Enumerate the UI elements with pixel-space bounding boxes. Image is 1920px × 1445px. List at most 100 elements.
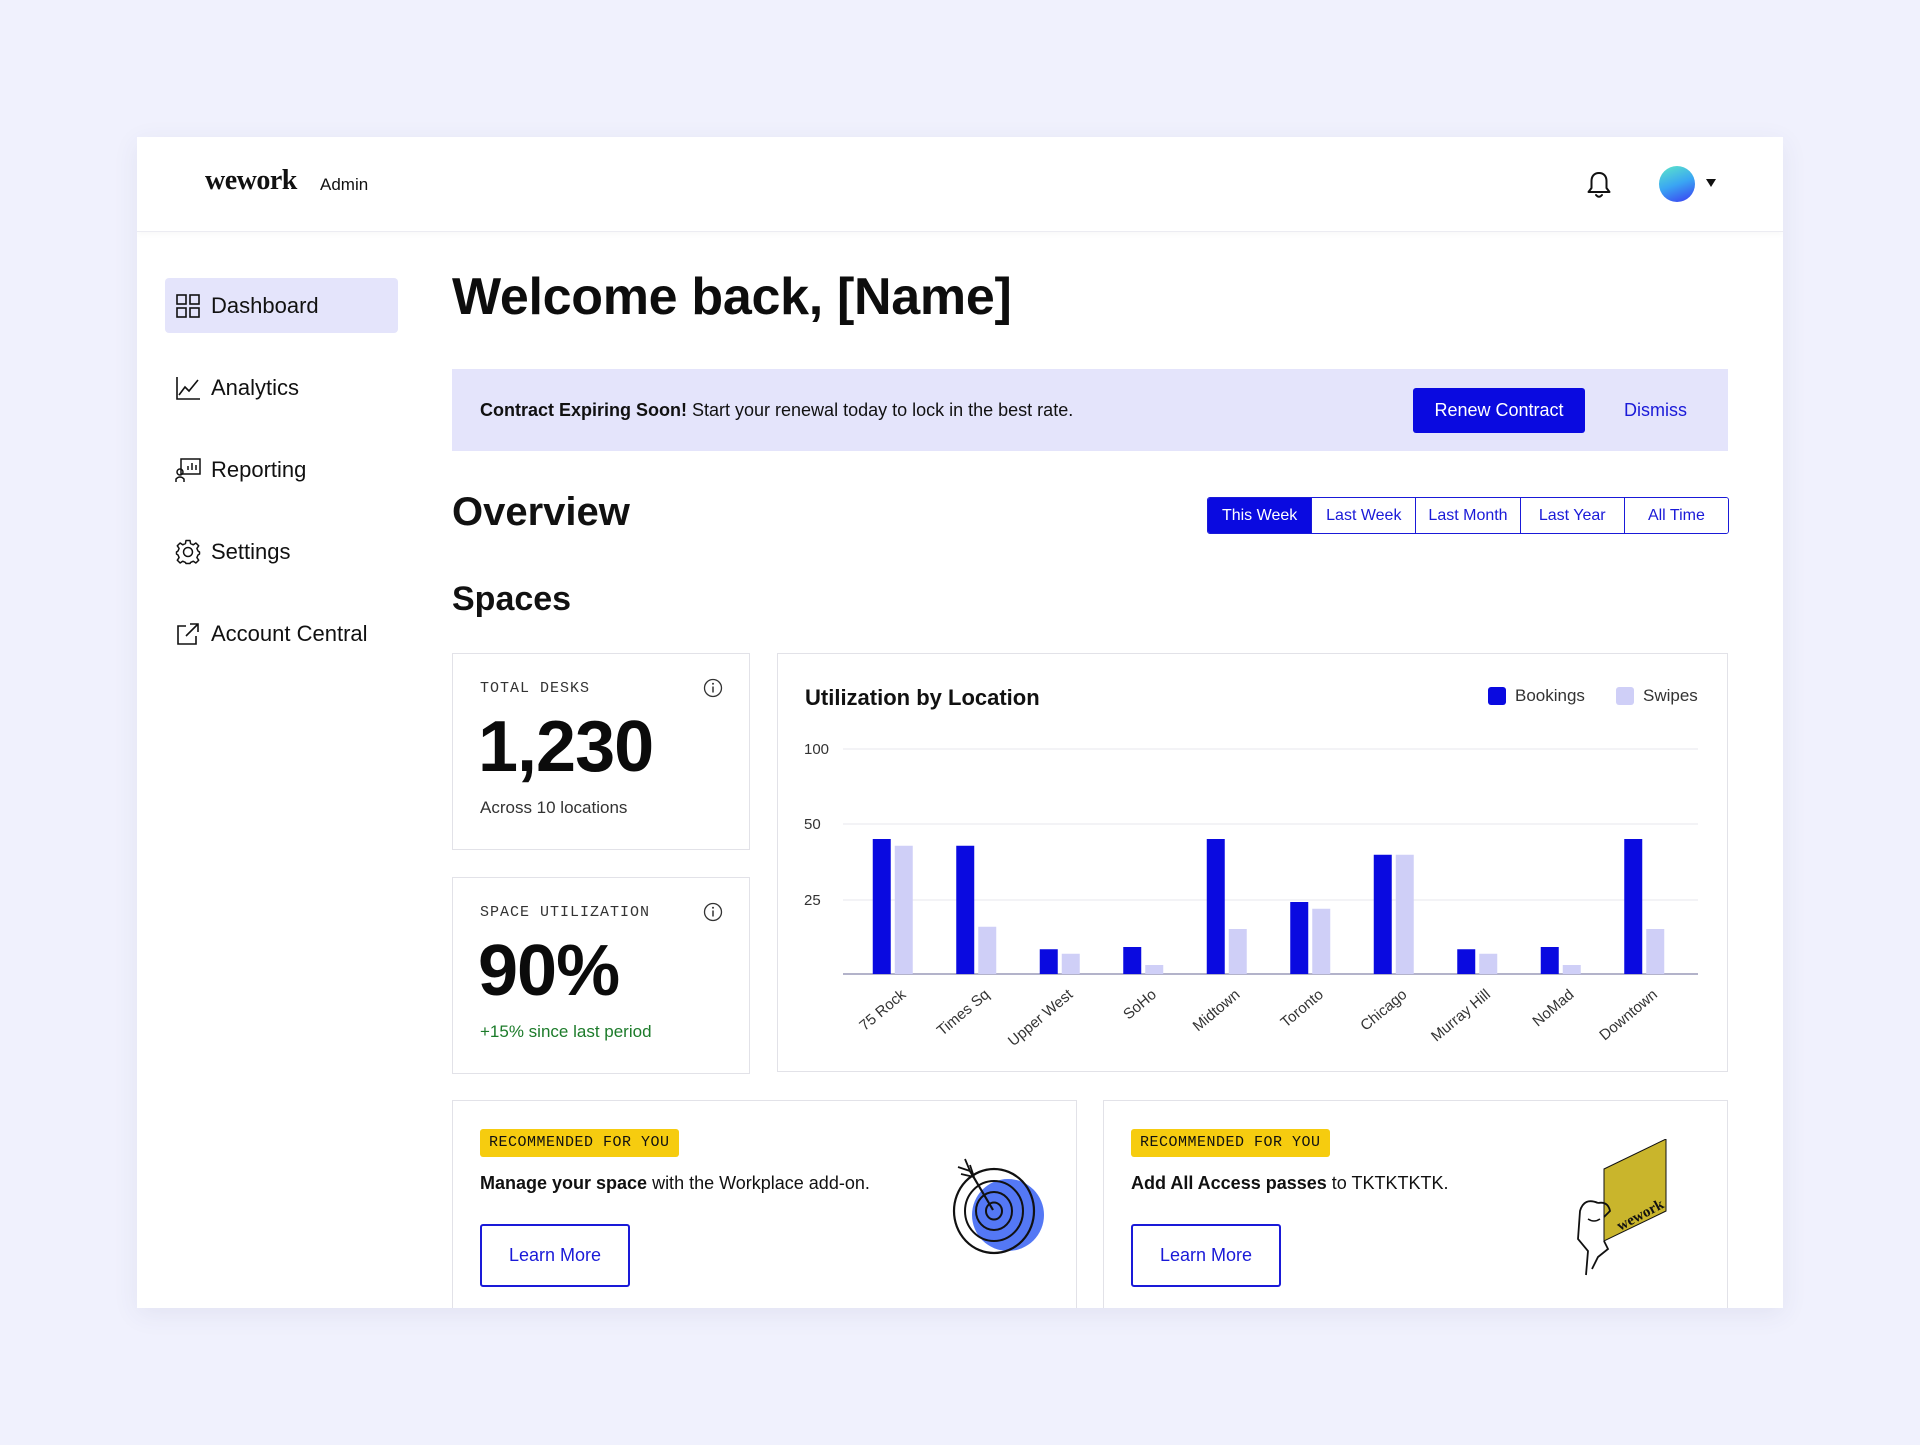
x-tick-label: Midtown	[1190, 986, 1244, 1035]
recommended-badge: RECOMMENDED FOR YOU	[480, 1129, 679, 1157]
space-utilization-card: SPACE UTILIZATION 90% +15% since last pe…	[452, 877, 750, 1074]
app-window: wework Admin Dashboard Analytics Reporti…	[137, 137, 1783, 1308]
sidebar-item-analytics[interactable]: Analytics	[165, 360, 398, 415]
bar-swipes	[978, 926, 997, 974]
chevron-down-icon[interactable]	[1706, 179, 1716, 187]
legend-swatch	[1488, 687, 1506, 705]
bar-swipes	[1061, 953, 1080, 974]
banner-body-text: Start your renewal today to lock in the …	[687, 400, 1074, 420]
info-icon[interactable]	[703, 902, 723, 922]
x-tick-label: 75 Rock	[856, 986, 909, 1035]
bar-swipes	[894, 845, 913, 974]
overview-title: Overview	[452, 490, 630, 534]
sidebar-item-account-central[interactable]: Account Central	[165, 606, 398, 661]
stat-label: TOTAL DESKS	[480, 680, 591, 697]
recommendation-card-access-passes: RECOMMENDED FOR YOU Add All Access passe…	[1103, 1100, 1728, 1308]
bar-swipes	[1646, 929, 1665, 974]
recommendation-card-workplace: RECOMMENDED FOR YOU Manage your space wi…	[452, 1100, 1077, 1308]
x-tick-label: Times Sq	[934, 986, 993, 1039]
bar-chart: 100 50 25 75 Rock Times Sq Upper West SoHo Midt…	[804, 741, 1698, 1050]
x-tick-label: Toronto	[1278, 986, 1327, 1031]
renew-contract-button[interactable]: Renew Contract	[1413, 388, 1585, 433]
bar-bookings	[956, 845, 975, 974]
banner-bold-text: Contract Expiring Soon!	[480, 400, 687, 420]
y-tick-label: 50	[804, 816, 821, 833]
x-tick-label: SoHo	[1120, 986, 1160, 1023]
bar-swipes	[1312, 908, 1331, 974]
filter-this-week[interactable]: This Week	[1208, 498, 1312, 533]
filter-last-year[interactable]: Last Year	[1519, 498, 1624, 533]
bar-bookings	[1457, 949, 1476, 974]
recommendation-text: Add All Access passes to TKTKTKTK.	[1131, 1173, 1448, 1194]
x-tick-label: Downtown	[1596, 986, 1661, 1044]
legend-swatch	[1616, 687, 1634, 705]
wework-logo[interactable]: wework	[205, 165, 297, 196]
stat-label: SPACE UTILIZATION	[480, 904, 651, 921]
recommended-badge: RECOMMENDED FOR YOU	[1131, 1129, 1330, 1157]
utilization-chart-card: Utilization by Location Bookings Swipes …	[777, 653, 1728, 1072]
bar-bookings	[1624, 839, 1643, 974]
bar-bookings	[1290, 902, 1309, 974]
bar-swipes	[1145, 965, 1164, 974]
banner-message: Contract Expiring Soon! Start your renew…	[480, 400, 1073, 421]
info-icon[interactable]	[703, 678, 723, 698]
dismiss-button[interactable]: Dismiss	[1624, 400, 1687, 420]
x-tick-label: Murray Hill	[1428, 986, 1494, 1045]
recommendation-bold: Add All Access passes	[1131, 1173, 1327, 1193]
bar-swipes	[1228, 929, 1247, 974]
stat-value: 90%	[478, 931, 620, 1011]
filter-all-time[interactable]: All Time	[1623, 498, 1728, 533]
chart-title: Utilization by Location	[805, 685, 1040, 710]
legend-label: Swipes	[1643, 686, 1698, 705]
page-title: Welcome back, [Name]	[452, 268, 1012, 326]
sidebar-item-label: Analytics	[211, 374, 300, 400]
x-tick-label: Upper West	[1005, 986, 1077, 1050]
bar-bookings	[1540, 947, 1559, 974]
bell-icon[interactable]	[1585, 170, 1613, 200]
external-link-icon	[175, 621, 201, 647]
bar-bookings	[1373, 854, 1392, 974]
learn-more-button[interactable]: Learn More	[480, 1224, 630, 1287]
top-bar: wework Admin	[137, 137, 1783, 232]
recommendation-bold: Manage your space	[480, 1173, 648, 1193]
recommendation-text: Manage your space with the Workplace add…	[480, 1173, 870, 1194]
gear-icon	[175, 539, 201, 565]
sidebar-item-label: Dashboard	[211, 292, 319, 318]
bar-swipes	[1395, 854, 1414, 974]
line-chart-icon	[175, 375, 201, 401]
recommendation-body: with the Workplace add-on.	[647, 1173, 870, 1193]
avatar[interactable]	[1659, 166, 1695, 202]
y-tick-label: 25	[804, 892, 821, 909]
y-tick-label: 100	[804, 741, 829, 758]
bar-bookings	[872, 839, 891, 974]
sidebar-item-label: Account Central	[211, 620, 368, 646]
sidebar-item-dashboard[interactable]: Dashboard	[165, 278, 398, 333]
legend-bookings[interactable]: Bookings	[1488, 686, 1585, 706]
filter-last-month[interactable]: Last Month	[1415, 498, 1520, 533]
stat-sub: Across 10 locations	[480, 798, 628, 817]
time-filter: This Week Last Week Last Month Last Year…	[1207, 497, 1729, 534]
stat-sub: +15% since last period	[480, 1022, 652, 1041]
learn-more-button[interactable]: Learn More	[1131, 1224, 1281, 1287]
admin-label: Admin	[320, 175, 369, 194]
legend-label: Bookings	[1515, 686, 1585, 705]
bar-swipes	[1479, 953, 1498, 974]
bar-bookings	[1206, 839, 1225, 974]
bar-bookings	[1039, 949, 1058, 974]
bar-swipes	[1562, 965, 1581, 974]
grid-icon	[175, 293, 201, 319]
sidebar-item-reporting[interactable]: Reporting	[165, 442, 398, 497]
total-desks-card: TOTAL DESKS 1,230 Across 10 locations	[452, 653, 750, 850]
legend-swipes[interactable]: Swipes	[1616, 686, 1698, 706]
sidebar-item-label: Reporting	[211, 456, 307, 482]
contract-banner: Contract Expiring Soon! Start your renew…	[452, 369, 1728, 451]
sidebar-item-settings[interactable]: Settings	[165, 524, 398, 579]
access-card-icon: wework	[1577, 1139, 1667, 1276]
x-tick-label: Chicago	[1357, 986, 1410, 1034]
report-icon	[175, 457, 201, 483]
spaces-title: Spaces	[452, 580, 572, 618]
recommendation-body: to TKTKTKTK.	[1326, 1173, 1449, 1193]
target-icon	[952, 1158, 1044, 1255]
filter-last-week[interactable]: Last Week	[1311, 498, 1416, 533]
bar-bookings	[1123, 947, 1142, 974]
